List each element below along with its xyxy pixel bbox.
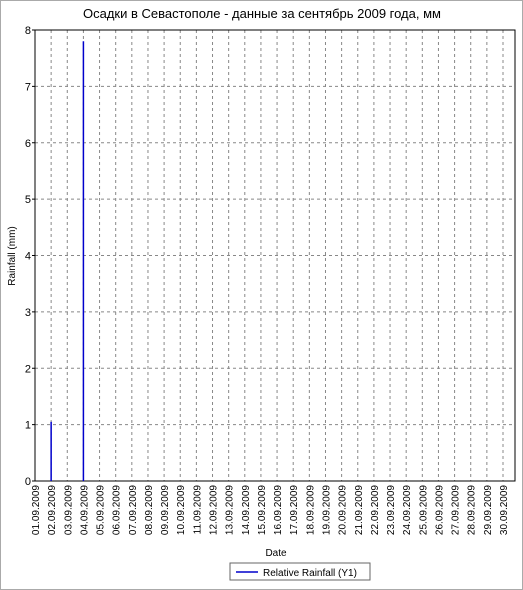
x-tick-label: 13.09.2009 [225, 485, 236, 535]
y-tick-label: 3 [25, 307, 31, 319]
x-tick-label: 12.09.2009 [209, 485, 220, 535]
x-tick-label: 15.09.2009 [257, 485, 268, 535]
x-tick-label: 26.09.2009 [434, 485, 445, 535]
x-tick-label: 08.09.2009 [144, 485, 155, 535]
y-tick-label: 5 [25, 194, 31, 206]
x-tick-label: 14.09.2009 [241, 485, 252, 535]
x-tick-label: 22.09.2009 [370, 485, 381, 535]
legend-label: Relative Rainfall (Y1) [263, 568, 357, 579]
y-tick-label: 2 [25, 363, 31, 375]
x-tick-label: 16.09.2009 [273, 485, 284, 535]
x-tick-label: 18.09.2009 [305, 485, 316, 535]
x-tick-label: 30.09.2009 [499, 485, 510, 535]
x-tick-label: 06.09.2009 [112, 485, 123, 535]
x-tick-label: 07.09.2009 [128, 485, 139, 535]
x-tick-label: 21.09.2009 [354, 485, 365, 535]
plot-border [34, 29, 516, 482]
x-tick-label: 04.09.2009 [79, 485, 90, 535]
legend [229, 562, 371, 581]
y-tick-label: 8 [25, 25, 31, 37]
x-tick-label: 03.09.2009 [63, 485, 74, 535]
x-tick-label: 27.09.2009 [451, 485, 462, 535]
x-tick-label: 02.09.2009 [47, 485, 58, 535]
y-axis-label: Rainfall (mm) [7, 226, 18, 285]
x-tick-label: 11.09.2009 [192, 485, 203, 535]
x-tick-label: 10.09.2009 [176, 485, 187, 535]
x-tick-label: 05.09.2009 [96, 485, 107, 535]
chart-title: Осадки в Севастополе - данные за сентябр… [83, 6, 441, 21]
x-axis-label: Date [265, 548, 287, 559]
y-tick-label: 7 [25, 81, 31, 93]
y-tick-label: 6 [25, 138, 31, 150]
x-tick-label: 29.09.2009 [483, 485, 494, 535]
x-tick-label: 19.09.2009 [321, 485, 332, 535]
x-tick-label: 09.09.2009 [160, 485, 171, 535]
x-tick-label: 24.09.2009 [402, 485, 413, 535]
x-tick-label: 20.09.2009 [338, 485, 349, 535]
x-tick-label: 01.09.2009 [31, 485, 42, 535]
y-tick-label: 1 [25, 420, 31, 432]
x-tick-label: 23.09.2009 [386, 485, 397, 535]
y-tick-label: 4 [25, 251, 31, 263]
x-tick-label: 17.09.2009 [289, 485, 300, 535]
x-tick-label: 25.09.2009 [418, 485, 429, 535]
y-tick-label: 0 [25, 476, 31, 488]
x-tick-label: 28.09.2009 [467, 485, 478, 535]
